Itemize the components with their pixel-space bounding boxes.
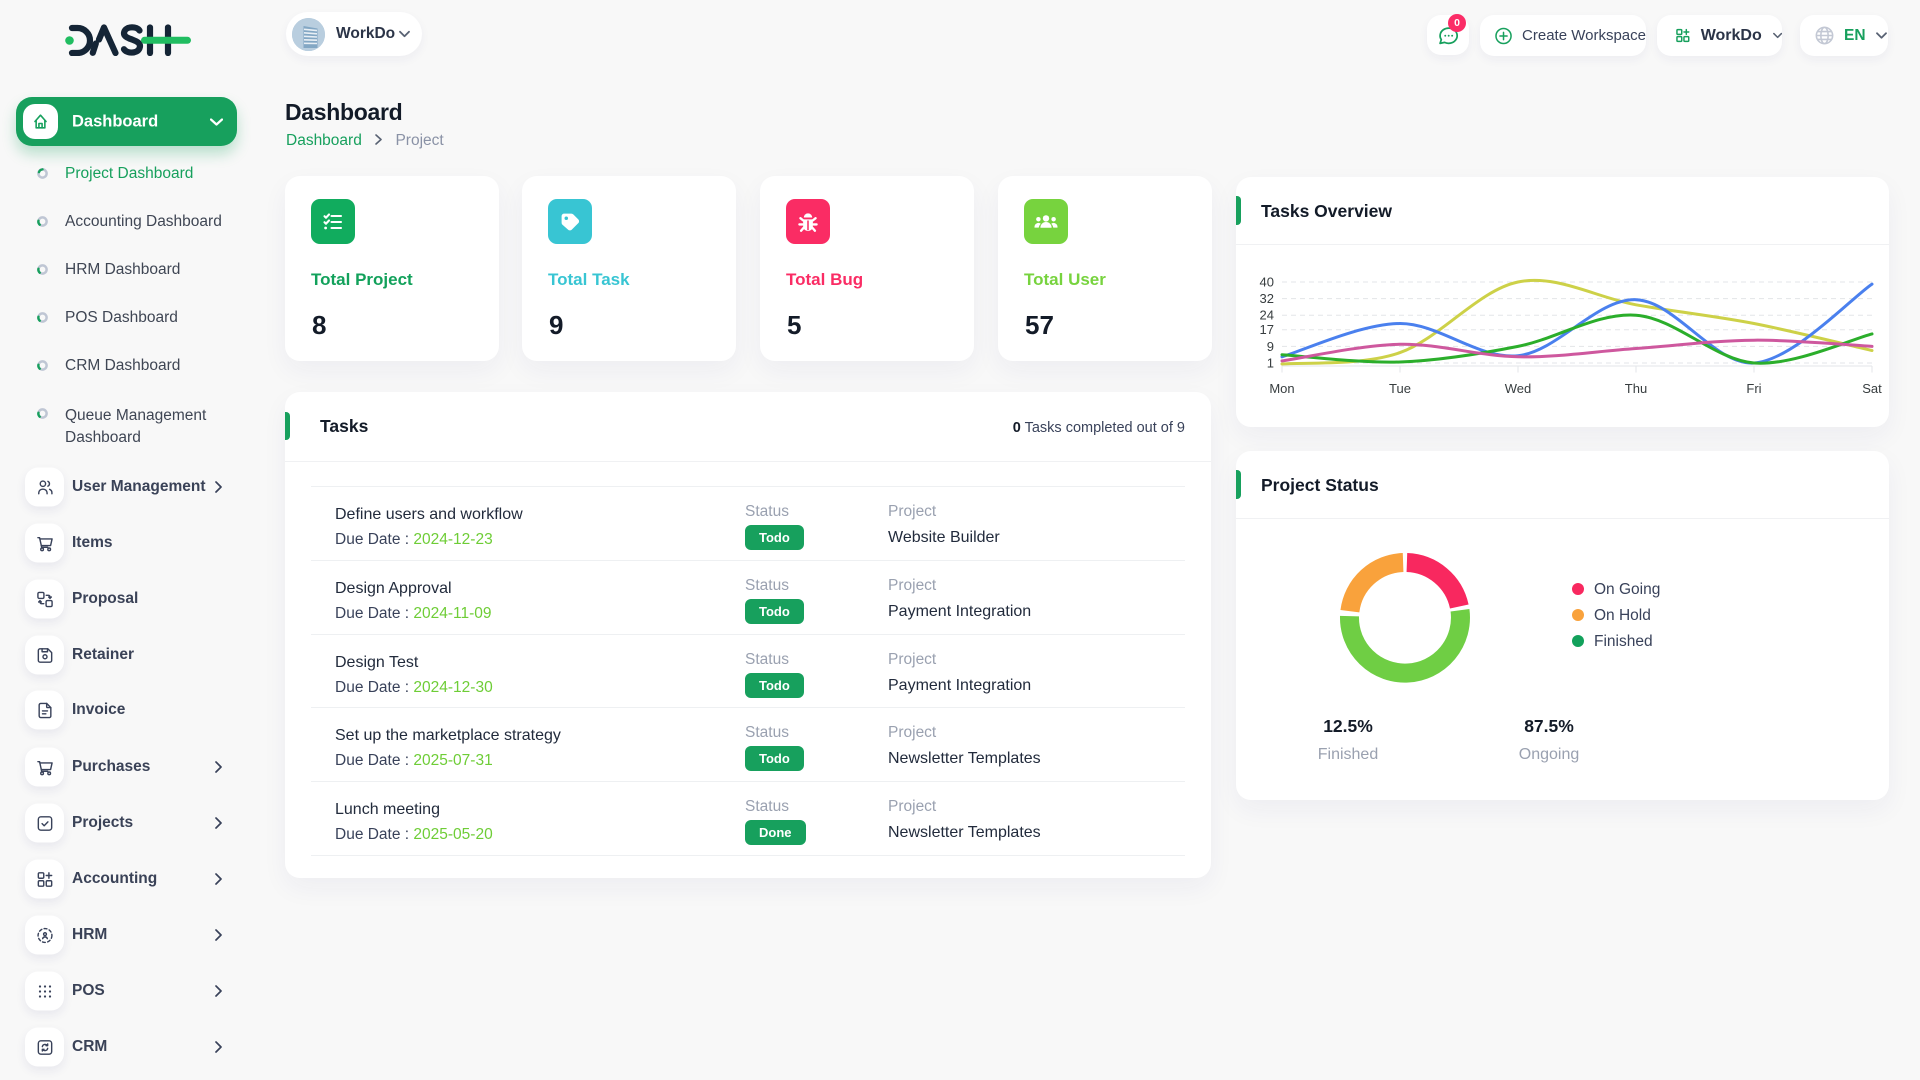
svg-text:Sat: Sat [1862,381,1882,395]
svg-text:Finished: Finished [1318,746,1378,763]
svg-text:Wed: Wed [1505,381,1532,395]
svg-text:32: 32 [1260,291,1274,306]
svg-text:87.5%: 87.5% [1524,716,1574,736]
svg-text:24: 24 [1260,308,1274,323]
svg-text:On Hold: On Hold [1594,607,1651,624]
svg-text:9: 9 [1267,339,1274,354]
svg-text:17: 17 [1260,322,1274,337]
svg-text:Ongoing: Ongoing [1519,746,1580,763]
svg-text:Finished: Finished [1594,633,1653,650]
svg-text:On Going: On Going [1594,581,1660,598]
svg-text:Thu: Thu [1625,381,1647,395]
svg-text:Mon: Mon [1269,381,1294,395]
svg-text:Tue: Tue [1389,381,1411,395]
svg-text:Fri: Fri [1746,381,1761,395]
svg-text:1: 1 [1267,356,1274,371]
svg-text:12.5%: 12.5% [1323,716,1373,736]
svg-text:40: 40 [1260,275,1274,290]
